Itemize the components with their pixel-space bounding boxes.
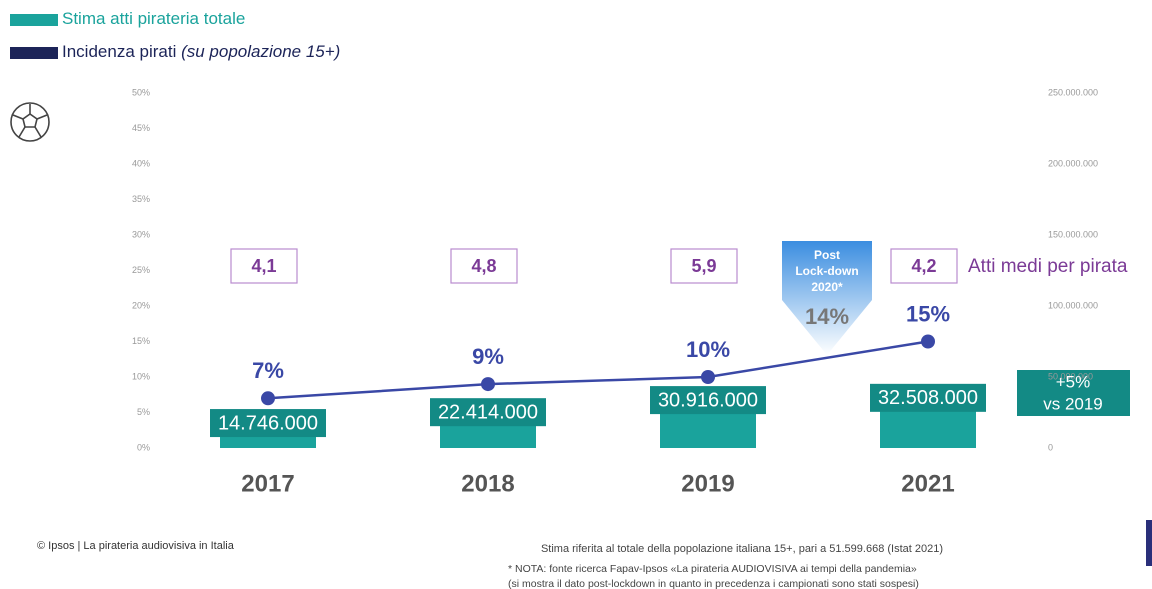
avg-label: 4,8 <box>471 256 496 276</box>
avg-box <box>450 248 518 284</box>
x-tick-label: 2021 <box>901 470 954 497</box>
bar-label-box <box>870 383 986 412</box>
avg-box <box>890 248 958 284</box>
line-label: 15% <box>906 301 950 326</box>
y2-tick-label: 50.000.000 <box>1048 371 1093 381</box>
corner-tab <box>1146 520 1152 566</box>
y-tick-label: 25% <box>132 265 150 275</box>
y-tick-label: 30% <box>132 229 150 239</box>
lockdown-text: 2020* <box>811 280 843 294</box>
footer-source: © Ipsos | La pirateria audiovisiva in It… <box>37 540 235 552</box>
legend-label: Stima atti pirateria totale <box>62 9 245 28</box>
line-point <box>921 334 935 349</box>
lockdown-text: Post <box>814 248 840 262</box>
avg-title: Atti medi per pirata <box>968 256 1128 277</box>
lockdown-arrow <box>782 241 872 355</box>
y2-tick-label: 200.000.000 <box>1048 158 1098 168</box>
avg-label: 5,9 <box>691 256 716 276</box>
x-tick-label: 2019 <box>681 470 734 497</box>
line <box>267 340 929 400</box>
line-point <box>701 370 715 384</box>
y-tick-label: 15% <box>132 336 150 346</box>
bar-label: 22.414.000 <box>438 401 538 423</box>
bar-label-box <box>430 398 546 427</box>
y-tick-label: 45% <box>132 123 150 133</box>
bar-label-box <box>210 409 326 438</box>
line-label: 9% <box>472 344 504 369</box>
avg-label: 4,1 <box>251 256 276 276</box>
legend-name: Incidenza pirati <box>62 42 176 61</box>
legend-swatch <box>10 14 58 26</box>
line-point <box>261 391 275 406</box>
avg-label: 4,2 <box>911 256 936 276</box>
legend-name: Stima atti pirateria totale <box>62 9 245 28</box>
y-tick-label: 20% <box>132 300 150 310</box>
line-label: 7% <box>252 358 284 383</box>
footer-estimate: Stima riferita al totale della popolazio… <box>541 543 943 555</box>
bar-label: 30.916.000 <box>658 389 758 411</box>
lockdown-text: Lock-down <box>795 264 858 278</box>
bar-label: 14.746.000 <box>218 412 318 434</box>
y-tick-label: 10% <box>132 371 150 381</box>
legend-note: (su popolazione 15+) <box>181 42 340 61</box>
legend-label: Incidenza pirati (su popolazione 15+) <box>62 42 340 61</box>
y-tick-label: 50% <box>132 87 150 97</box>
line-label: 10% <box>686 337 730 362</box>
y-tick-label: 35% <box>132 194 150 204</box>
y-tick-label: 5% <box>137 407 150 417</box>
footer-note: * NOTA: fonte ricerca Fapav-Ipsos «La pi… <box>508 563 917 575</box>
ball-icon <box>10 102 50 142</box>
line-point <box>481 377 495 392</box>
y2-tick-label: 250.000.000 <box>1048 87 1098 97</box>
y-tick-label: 0% <box>137 442 150 452</box>
bar-label: 32.508.000 <box>878 387 978 409</box>
growth-text: vs 2019 <box>1043 394 1103 413</box>
y2-tick-label: 150.000.000 <box>1048 229 1098 239</box>
avg-box <box>670 248 738 284</box>
x-tick-label: 2018 <box>461 470 514 497</box>
y2-tick-label: 0 <box>1048 442 1053 452</box>
growth-text: +5% <box>1056 372 1091 391</box>
legend-swatch <box>10 47 58 59</box>
bar-label-box <box>650 386 766 415</box>
lockdown-value: 14% <box>805 304 849 329</box>
x-tick-label: 2017 <box>241 470 294 497</box>
avg-box <box>230 248 298 284</box>
y-tick-label: 40% <box>132 158 150 168</box>
footer-note: (si mostra il dato post-lockdown in quan… <box>508 578 919 589</box>
y2-tick-label: 100.000.000 <box>1048 300 1098 310</box>
growth-box <box>1017 370 1130 416</box>
